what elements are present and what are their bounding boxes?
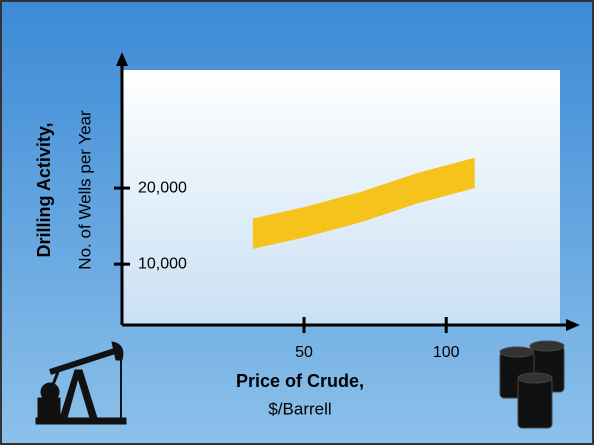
y-axis-title: Drilling Activity, [34,122,54,257]
chart: Drilling Activity, No. of Wells per Year… [0,0,594,445]
y-tick-label: 20,000 [138,179,187,196]
y-axis-subtitle: No. of Wells per Year [75,110,94,270]
y-tick-label: 10,000 [138,255,187,272]
x-axis-subtitle: $/Barrell [268,399,331,418]
x-tick-label: 50 [295,344,313,361]
x-tick-label: 100 [433,344,460,361]
x-axis-title: Price of Crude, [236,371,364,391]
